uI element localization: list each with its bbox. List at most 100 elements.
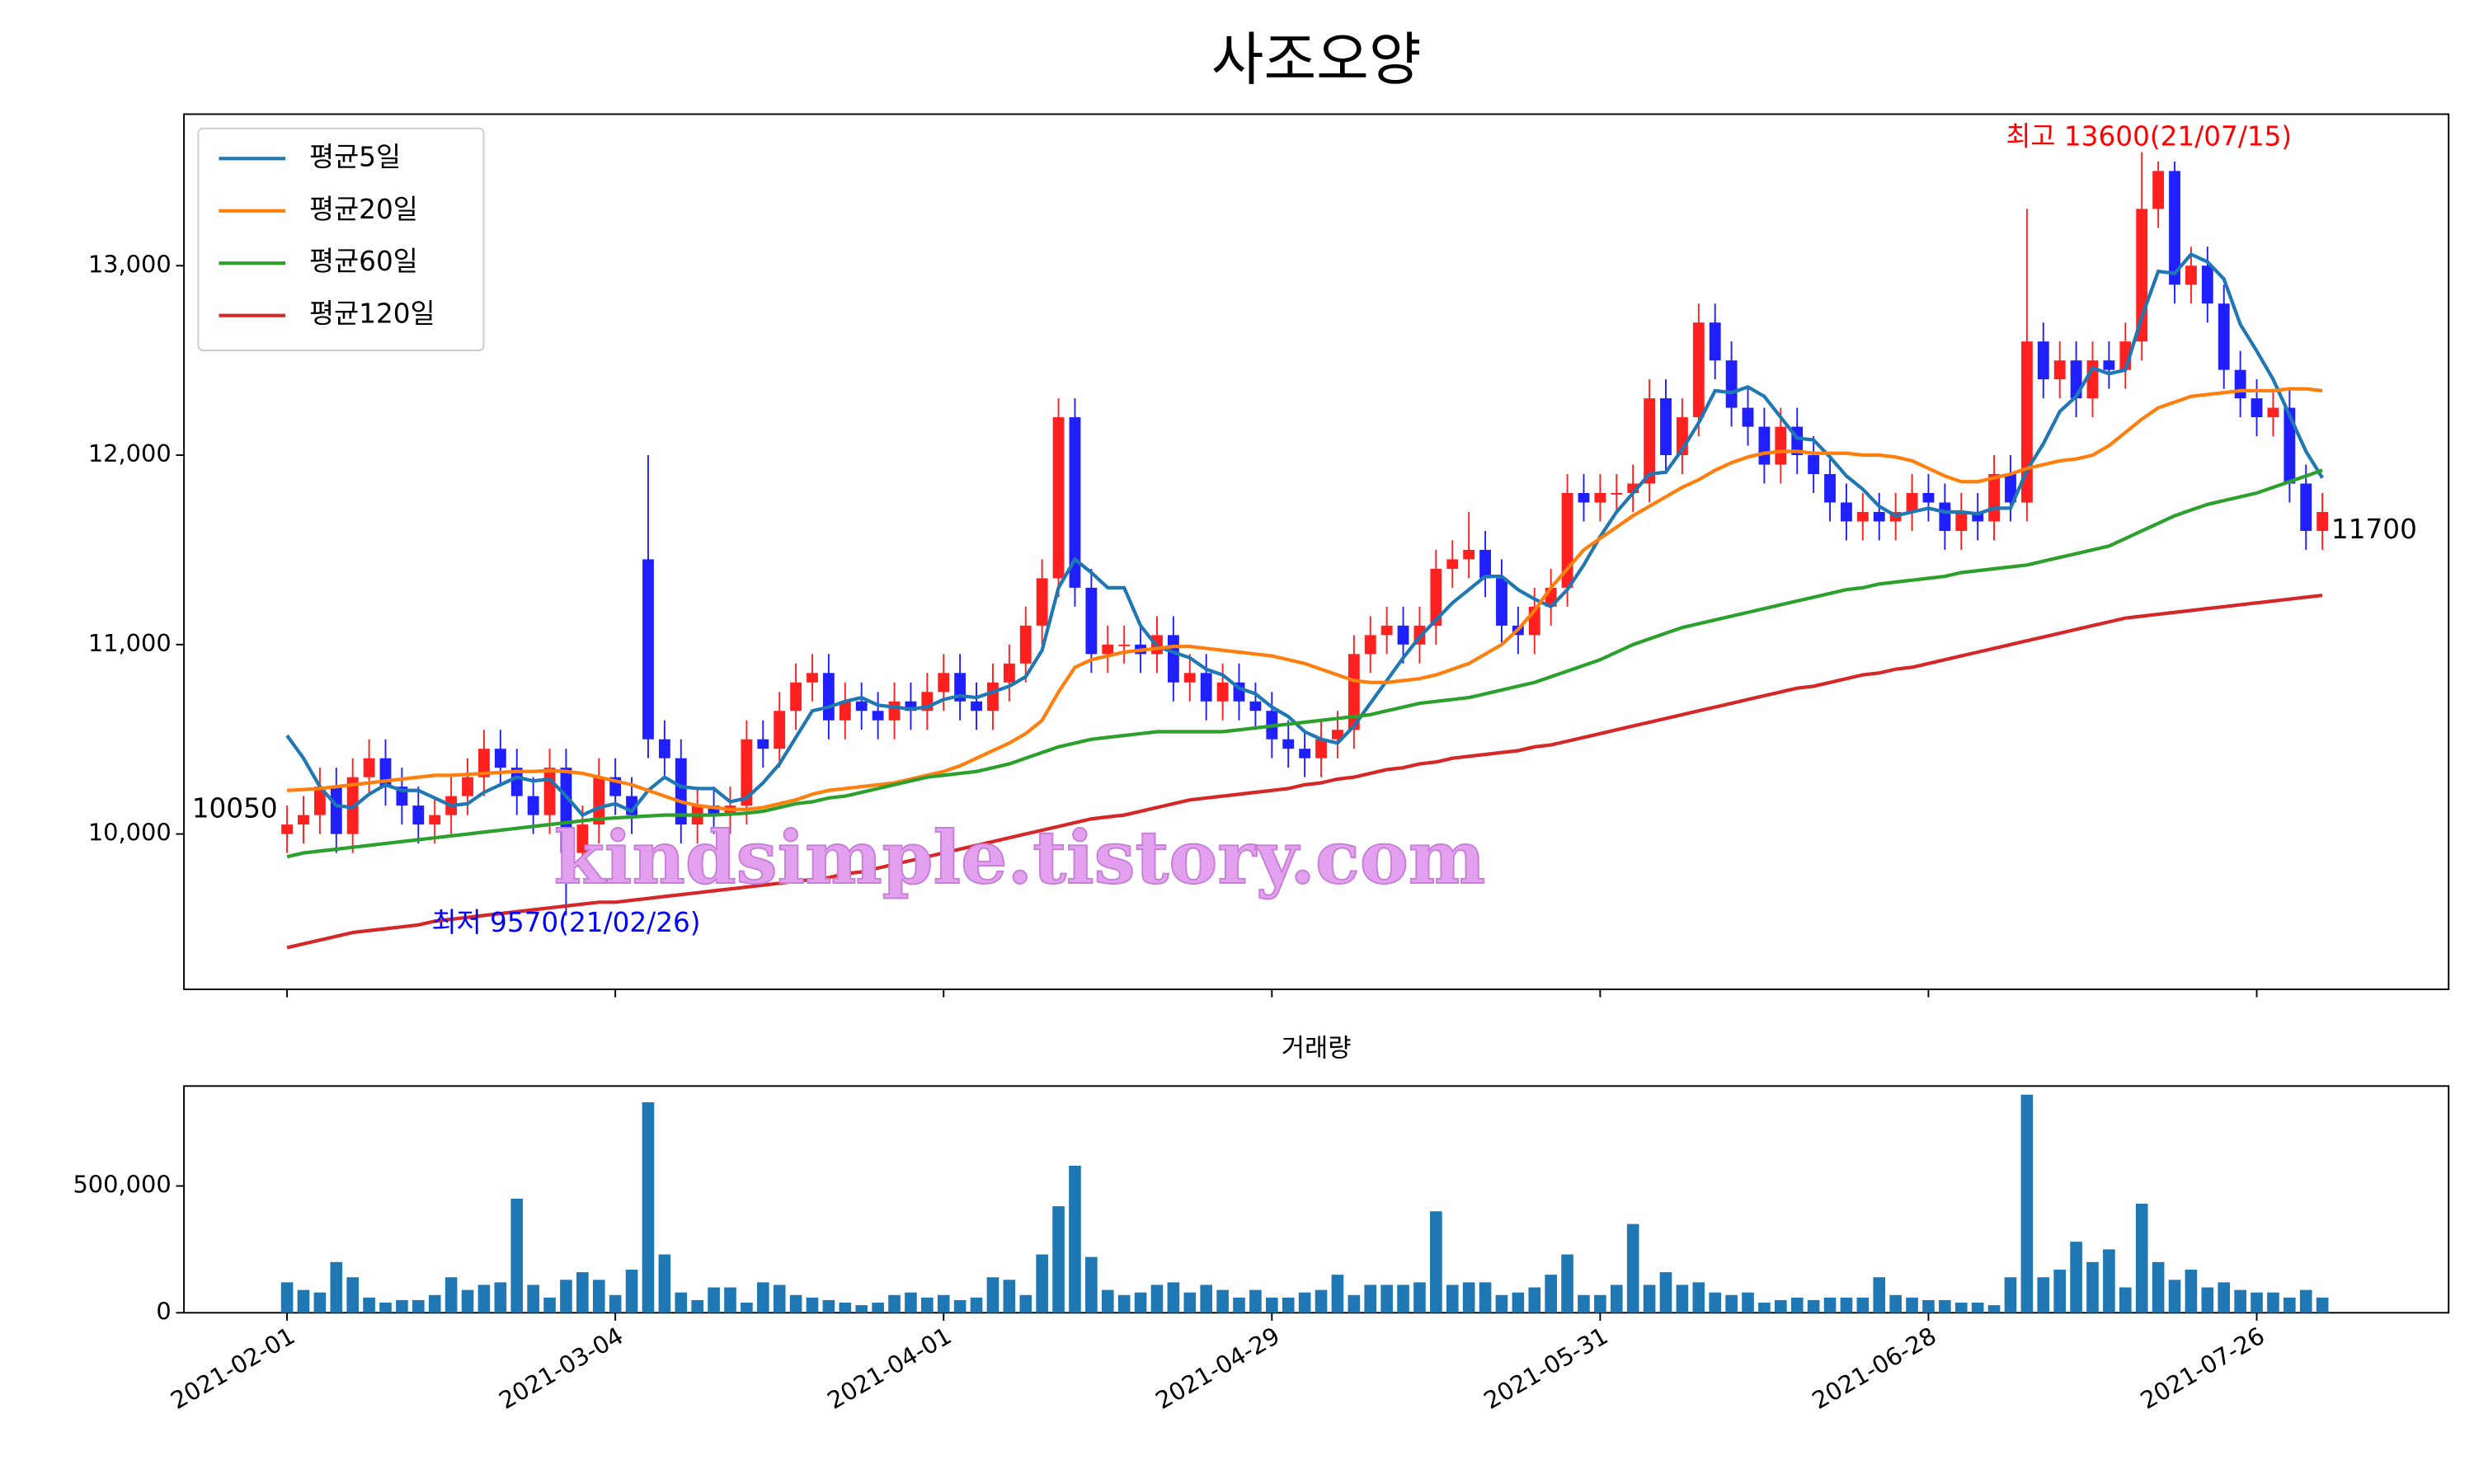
candle-body xyxy=(1955,511,1968,531)
y-tick-label: 12,000 xyxy=(88,439,172,467)
candle-body xyxy=(1725,360,1738,408)
volume-bar xyxy=(1052,1206,1065,1313)
volume-bar xyxy=(1790,1297,1804,1313)
volume-bar xyxy=(1495,1294,1508,1313)
volume-bar xyxy=(1643,1284,1656,1313)
candle-body xyxy=(1052,417,1065,579)
annotation: 10050 xyxy=(192,793,278,824)
volume-bar xyxy=(872,1303,884,1313)
candle-body xyxy=(822,673,835,721)
plot-frame xyxy=(183,113,2450,990)
candle-body xyxy=(855,701,868,711)
candle-body xyxy=(1808,455,1820,475)
volume-bar xyxy=(1610,1284,1623,1313)
volume-bar xyxy=(1659,1272,1672,1313)
volume-bar xyxy=(1906,1297,1918,1313)
candle-body xyxy=(2037,341,2049,380)
candle-body xyxy=(2103,360,2115,370)
volume-bar xyxy=(1348,1294,1361,1313)
volume-bar xyxy=(494,1282,507,1313)
candle-body xyxy=(1496,578,1507,626)
candle-body xyxy=(510,768,523,796)
volume-bar xyxy=(773,1284,786,1313)
volume-bar xyxy=(363,1297,375,1313)
volume-bar xyxy=(2086,1261,2099,1313)
candle-body xyxy=(330,787,342,834)
volume-bar xyxy=(905,1292,917,1313)
volume-bar xyxy=(1709,1292,1722,1313)
volume-bar xyxy=(1266,1297,1278,1313)
candle-body xyxy=(1742,407,1754,427)
volume-bar xyxy=(461,1289,474,1313)
volume-bar xyxy=(1134,1292,1147,1313)
volume-bar xyxy=(396,1299,408,1313)
candle-body xyxy=(1758,426,1771,465)
volume-bar xyxy=(708,1287,720,1313)
volume-bar xyxy=(346,1277,360,1313)
legend-label: 평균120일 xyxy=(309,298,435,330)
y-tick-label: 13,000 xyxy=(88,250,172,278)
volume-bar xyxy=(527,1284,539,1313)
volume-bar xyxy=(2218,1282,2231,1313)
candle-body xyxy=(1660,398,1672,456)
volume-bar xyxy=(642,1101,655,1313)
candle-body xyxy=(429,815,441,825)
volume-bar xyxy=(1019,1294,1032,1313)
candle-body xyxy=(1332,730,1343,740)
volume-bar xyxy=(1626,1223,1639,1313)
candle-body xyxy=(576,824,589,853)
chart-title: 사조오양 xyxy=(1211,27,1422,93)
candle-body xyxy=(560,768,572,853)
volume-bar xyxy=(986,1277,999,1313)
volume-bar xyxy=(888,1294,901,1313)
volume-bar xyxy=(379,1303,392,1313)
candle-body xyxy=(2020,341,2033,503)
candle-body xyxy=(708,805,720,815)
candle-body xyxy=(2053,360,2066,380)
candle-body xyxy=(363,758,375,777)
volume-bar xyxy=(1298,1292,1311,1313)
volume-bar xyxy=(658,1254,671,1313)
volume-bar xyxy=(1856,1297,1870,1313)
candle-body xyxy=(1906,493,1918,512)
volume-bar xyxy=(1987,1305,2001,1313)
volume-bar xyxy=(592,1280,605,1313)
annotation: 최저 9570(21/02/26) xyxy=(432,907,701,938)
volume-bar xyxy=(576,1272,589,1313)
candle-body xyxy=(1069,417,1081,588)
candle-body xyxy=(494,749,506,768)
volume-bar xyxy=(2201,1287,2214,1313)
ma-line xyxy=(285,251,2324,818)
volume-bar xyxy=(1380,1284,1393,1313)
candle-body xyxy=(462,777,473,796)
volume-bar xyxy=(1397,1284,1409,1313)
candle-body xyxy=(1627,483,1639,494)
y-tick-label: 500,000 xyxy=(73,1171,171,1199)
volume-bar xyxy=(1823,1297,1837,1313)
candle-body xyxy=(1019,625,1032,664)
volume-bar xyxy=(2004,1277,2017,1313)
candle-body xyxy=(2300,483,2312,531)
volume-bar xyxy=(789,1294,802,1313)
candle-body xyxy=(543,768,556,815)
volume-bar xyxy=(1216,1289,1229,1313)
volume-bar xyxy=(2037,1277,2050,1313)
candle-body xyxy=(2005,474,2016,503)
candle-body xyxy=(1775,426,1787,465)
volume-bar xyxy=(1840,1297,1853,1313)
candle-body xyxy=(313,787,326,815)
volume-bar xyxy=(2267,1292,2279,1313)
volume-bar xyxy=(609,1294,622,1313)
volume-bar xyxy=(953,1299,967,1313)
candle-body xyxy=(1479,549,1491,579)
candle-body xyxy=(807,673,818,683)
volume-bar xyxy=(510,1198,524,1313)
y-tick-label: 10,000 xyxy=(88,819,172,847)
volume-bar xyxy=(1545,1275,1557,1313)
volume-bar xyxy=(1742,1292,1754,1313)
candle-body xyxy=(1873,511,1885,522)
candle-body xyxy=(872,711,884,721)
candle-body xyxy=(2284,407,2296,484)
volume-bar xyxy=(756,1282,769,1313)
volume-bar xyxy=(1003,1280,1016,1313)
